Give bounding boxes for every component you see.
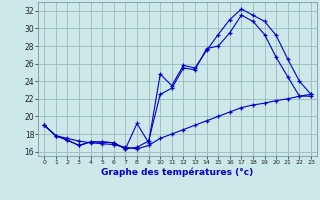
X-axis label: Graphe des températures (°c): Graphe des températures (°c) [101,168,254,177]
